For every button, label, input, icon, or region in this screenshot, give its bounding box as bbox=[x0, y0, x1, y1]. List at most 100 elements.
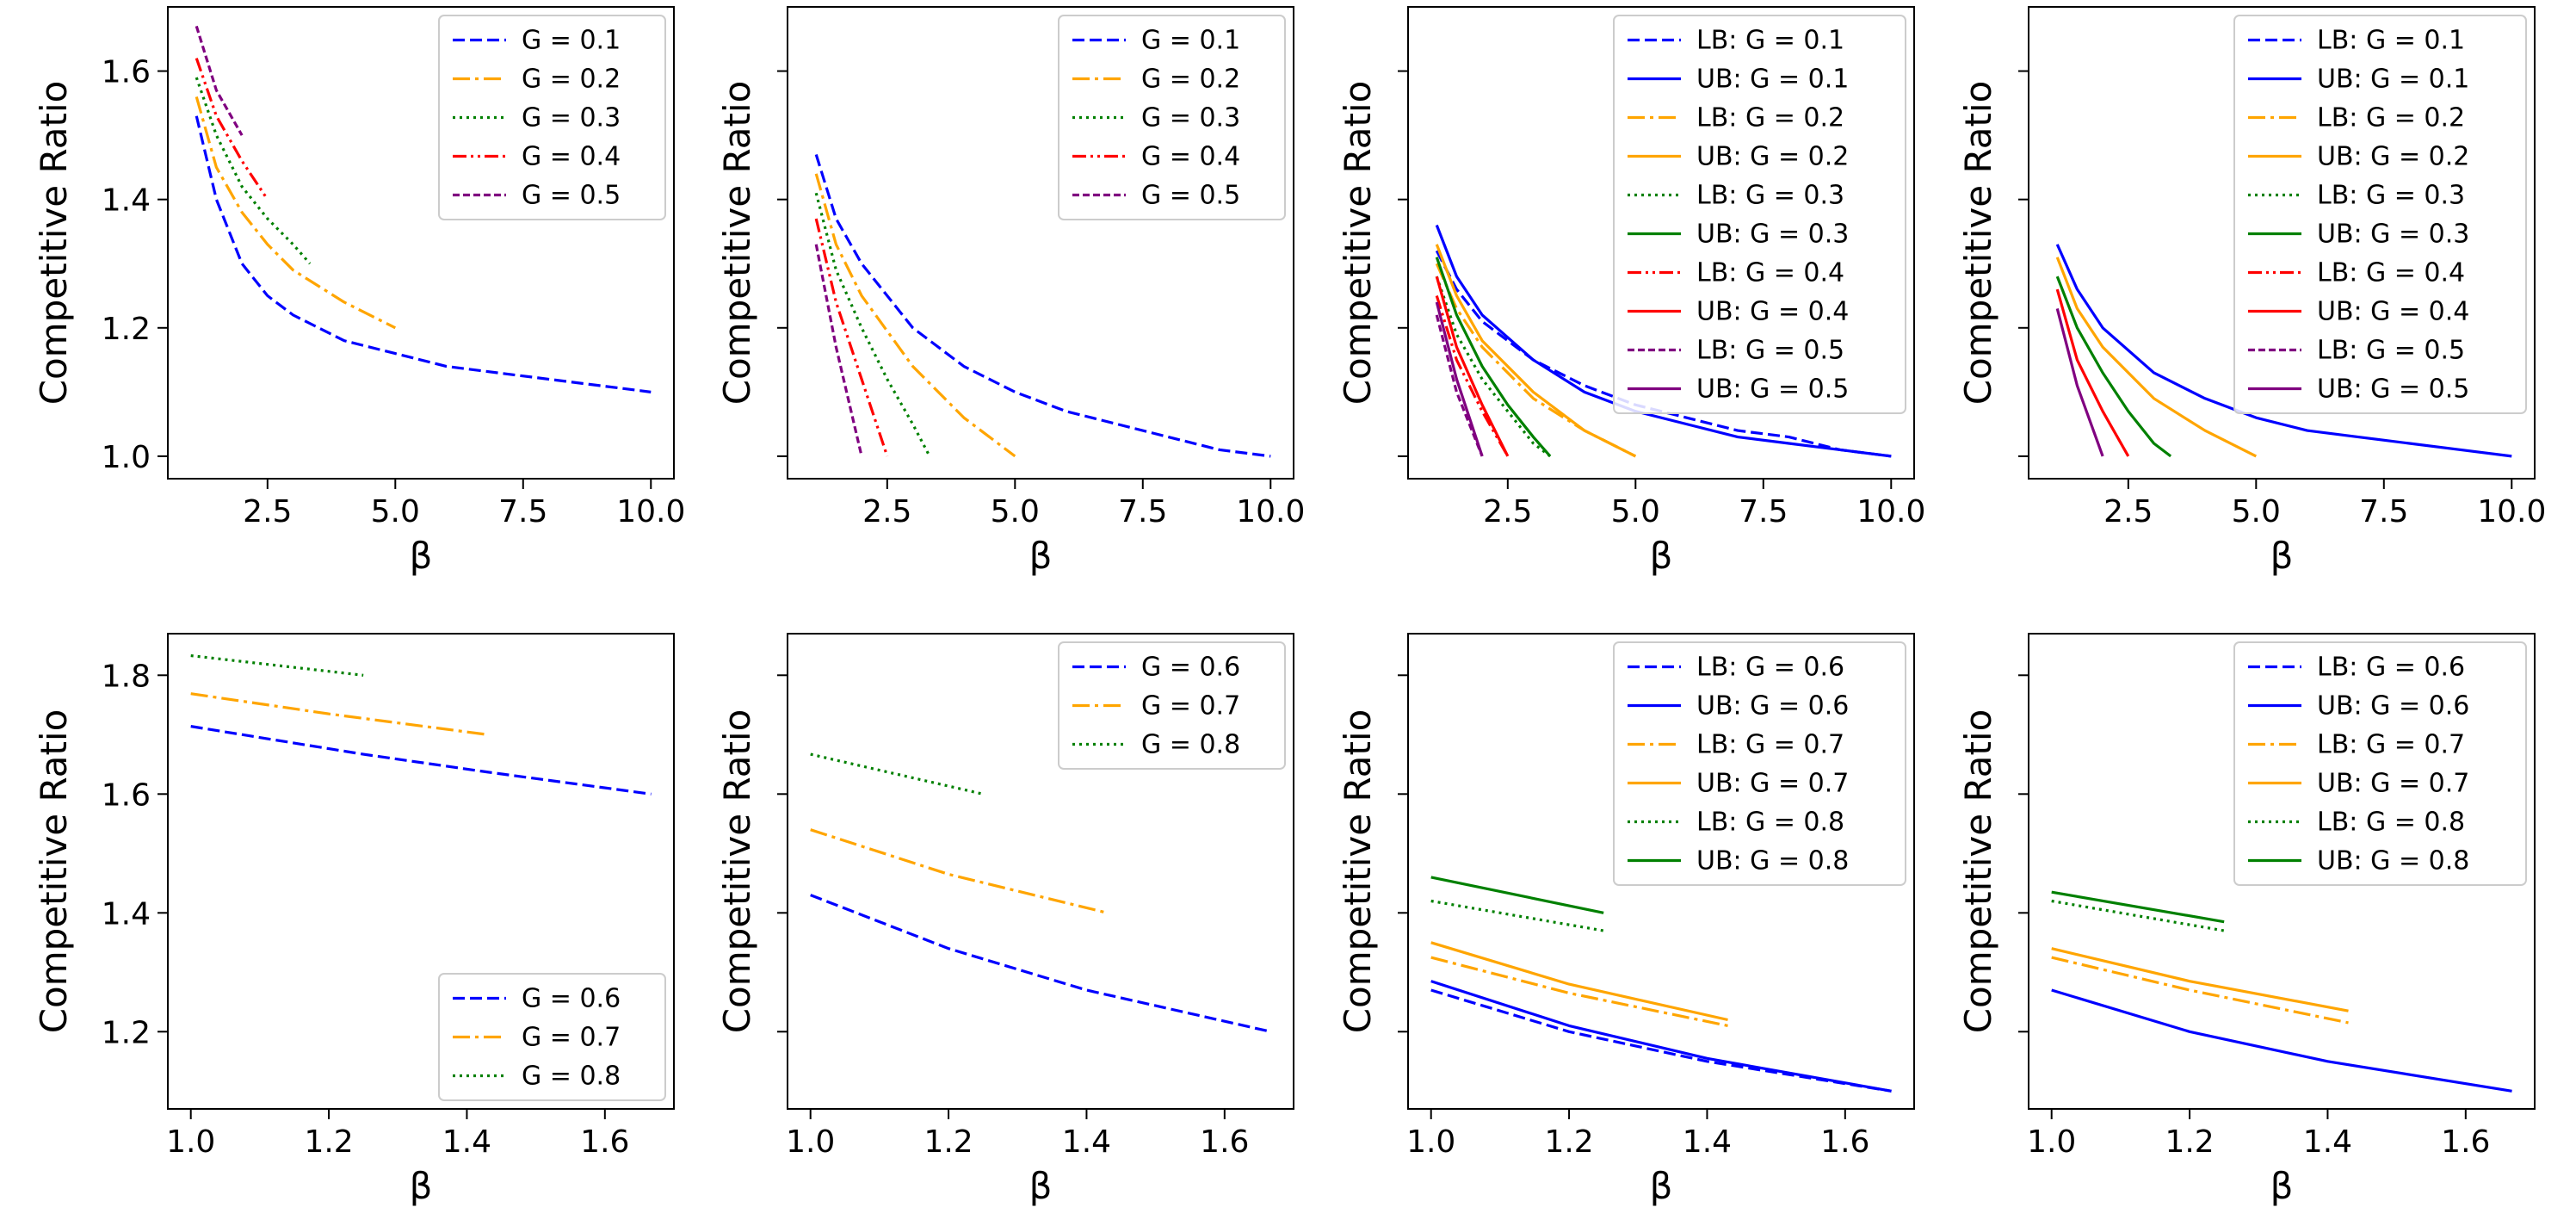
panel-5-x-tick-label-4: 1.6 bbox=[580, 1124, 629, 1160]
panel-1-x-tick-label-1: 2.5 bbox=[243, 494, 292, 529]
panel-7-x-tick-label-3: 1.4 bbox=[1683, 1124, 1732, 1160]
panel-7-x-tick-label-1: 1.0 bbox=[1406, 1124, 1455, 1160]
panel-1-legend-label-3: G = 0.3 bbox=[522, 103, 621, 133]
panel-2-x-axis-label: β bbox=[1029, 535, 1053, 577]
panel-5-legend-box bbox=[438, 973, 666, 1101]
panel-3-y-axis-label: Competitive Ratio bbox=[1337, 81, 1379, 406]
panel-3-legend-label-10: UB: G = 0.5 bbox=[1696, 375, 1849, 405]
panel-3-legend-label-6: UB: G = 0.3 bbox=[1696, 220, 1849, 250]
panel-1-y-tick-label-3: 1.4 bbox=[102, 183, 151, 219]
panel-3-x-tick-label-4: 10.0 bbox=[1856, 494, 1925, 529]
panel-1-legend-label-2: G = 0.2 bbox=[522, 65, 621, 95]
panel-6-legend-box bbox=[1058, 641, 1286, 770]
panel-1-legend-label-4: G = 0.4 bbox=[522, 142, 621, 172]
panel-2-axes-frame bbox=[787, 6, 1294, 480]
panel-5-y-tick-label-2: 1.4 bbox=[102, 896, 151, 932]
panel-5-legend-label-1: G = 0.6 bbox=[522, 984, 621, 1014]
panel-3-legend-label-8: UB: G = 0.4 bbox=[1696, 297, 1849, 327]
panel-4-legend-label-7: LB: G = 0.4 bbox=[2317, 258, 2465, 288]
panel-3-series-line-8 bbox=[1435, 276, 1510, 457]
panel-8-y-axis-label: Competitive Ratio bbox=[1957, 709, 1999, 1034]
panel-8-x-tick-label-4: 1.6 bbox=[2441, 1124, 2490, 1160]
panel-8-legend-label-3: LB: G = 0.7 bbox=[2317, 730, 2465, 760]
panel-2-legend-label-1: G = 0.1 bbox=[1141, 26, 1240, 56]
panel-7-legend-label-3: LB: G = 0.7 bbox=[1696, 730, 1844, 760]
panel-3-legend: LB: G = 0.1 UB: G = 0.1 LB: G = 0.2 UB: G =… bbox=[1613, 15, 1906, 414]
panel-4-series-line-10 bbox=[2055, 308, 2104, 457]
panel-2-series-line-5 bbox=[814, 244, 863, 457]
panel-2-series-line-1 bbox=[814, 154, 1271, 458]
panel-4-legend-label-6: UB: G = 0.3 bbox=[2317, 220, 2469, 250]
panel-7-legend-label-4: UB: G = 0.7 bbox=[1696, 769, 1849, 799]
panel-8-series-line-2 bbox=[2051, 988, 2512, 1093]
panel-8-x-tick-label-2: 1.2 bbox=[2165, 1124, 2214, 1160]
panel-4-x-axis-label: β bbox=[2270, 535, 2294, 577]
panel-3-series-line-5 bbox=[1435, 276, 1552, 458]
panel-5-series-line-3 bbox=[190, 653, 364, 677]
panel-1-legend: G = 0.1 G = 0.2 G = 0.3 G = 0.4 G = 0.5 bbox=[438, 15, 666, 220]
panel-7-x-tick-label-2: 1.2 bbox=[1544, 1124, 1593, 1160]
panel-3-legend-label-4: UB: G = 0.2 bbox=[1696, 142, 1849, 172]
panel-4-series-line-2 bbox=[2055, 244, 2512, 458]
panel-8-legend-label-5: LB: G = 0.8 bbox=[2317, 808, 2465, 838]
panel-3-legend-label-2: UB: G = 0.1 bbox=[1696, 65, 1849, 95]
panel-3-x-tick-label-1: 2.5 bbox=[1483, 494, 1532, 529]
panel-8-legend-box bbox=[2233, 641, 2527, 886]
panel-4-x-tick-label-4: 10.0 bbox=[2477, 494, 2546, 529]
panel-4-legend-label-8: UB: G = 0.4 bbox=[2317, 297, 2469, 327]
panel-3-x-tick-label-3: 7.5 bbox=[1739, 494, 1788, 529]
panel-5-legend-label-2: G = 0.7 bbox=[522, 1023, 621, 1053]
panel-6-legend-label-3: G = 0.8 bbox=[1141, 730, 1240, 760]
panel-1-y-axis-label: Competitive Ratio bbox=[33, 81, 75, 406]
panel-4-x-tick-label-3: 7.5 bbox=[2359, 494, 2408, 529]
panel-7-legend-label-5: LB: G = 0.8 bbox=[1696, 808, 1844, 838]
panel-8-series-line-6 bbox=[2051, 890, 2225, 924]
panel-4-x-tick-label-1: 2.5 bbox=[2103, 494, 2153, 529]
panel-8-x-tick-label-1: 1.0 bbox=[2027, 1124, 2076, 1160]
panel-2-legend-label-5: G = 0.5 bbox=[1141, 181, 1240, 211]
panel-5-x-tick-label-3: 1.4 bbox=[442, 1124, 491, 1160]
panel-2-series-line-4 bbox=[814, 218, 889, 457]
panel-8-legend-label-1: LB: G = 0.6 bbox=[2317, 653, 2465, 683]
panel-8-series-line-4 bbox=[2051, 947, 2349, 1012]
panel-4-legend-label-4: UB: G = 0.2 bbox=[2317, 142, 2469, 172]
panel-8-axes-frame bbox=[2028, 633, 2536, 1110]
panel-3-legend-label-3: LB: G = 0.2 bbox=[1696, 103, 1844, 133]
panel-4-legend-label-1: LB: G = 0.1 bbox=[2317, 26, 2465, 56]
panel-7-y-axis-label: Competitive Ratio bbox=[1337, 709, 1379, 1034]
panel-6-legend-label-2: G = 0.7 bbox=[1141, 691, 1240, 721]
panel-3-axes-frame bbox=[1407, 6, 1915, 480]
panel-3-legend-label-7: LB: G = 0.4 bbox=[1696, 258, 1844, 288]
panel-1-series-line-3 bbox=[195, 77, 312, 265]
panel-3: 2.5 5.0 7.5 10.0 β Competitive Ratio LB: G = 0… bbox=[1337, 6, 1925, 577]
panel-1-series-line-1 bbox=[195, 115, 652, 393]
panel-6-legend: G = 0.6 G = 0.7 G = 0.8 bbox=[1058, 641, 1286, 770]
panel-6-series-line-3 bbox=[810, 752, 984, 796]
panel-7-legend: LB: G = 0.6 UB: G = 0.6 LB: G = 0.7 UB: G =… bbox=[1613, 641, 1906, 886]
panel-7-legend-label-1: LB: G = 0.6 bbox=[1696, 653, 1844, 683]
panel-3-series-line-3 bbox=[1435, 263, 1637, 458]
panel-5-series-line-2 bbox=[190, 692, 488, 736]
panel-1: 2.5 5.0 7.5 10.0 1.0 1.2 1.4 1.6 β Competitive Ra… bbox=[33, 6, 685, 577]
panel-1-axes-frame bbox=[167, 6, 675, 480]
panel-7-x-tick-label-4: 1.6 bbox=[1820, 1124, 1869, 1160]
panel-3-x-axis-label: β bbox=[1650, 535, 1673, 577]
panel-7-series-line-1 bbox=[1430, 988, 1892, 1093]
panel-4-legend-label-3: LB: G = 0.2 bbox=[2317, 103, 2465, 133]
panel-5-y-tick-label-4: 1.8 bbox=[102, 659, 151, 694]
panel-7-series-line-6 bbox=[1430, 876, 1604, 914]
panel-6-x-tick-label-4: 1.6 bbox=[1200, 1124, 1249, 1160]
panel-4-legend-label-10: UB: G = 0.5 bbox=[2317, 375, 2469, 405]
panel-1-series-line-4 bbox=[195, 58, 269, 201]
panel-8-legend-label-6: UB: G = 0.8 bbox=[2317, 846, 2469, 876]
panel-6-series-line-1 bbox=[810, 894, 1271, 1033]
panel-3-series-line-6 bbox=[1435, 257, 1552, 457]
panel-5-x-tick-label-2: 1.2 bbox=[304, 1124, 353, 1160]
panel-5-series-line-1 bbox=[190, 725, 652, 796]
panel-4-legend-label-9: LB: G = 0.5 bbox=[2317, 336, 2465, 366]
panel-2-y-axis-label: Competitive Ratio bbox=[716, 81, 758, 406]
panel-1-x-tick-label-4: 10.0 bbox=[616, 494, 685, 529]
panel-5: 1.0 1.2 1.4 1.6 1.2 1.4 1.6 1.8 β Competitive Rat… bbox=[33, 633, 675, 1207]
